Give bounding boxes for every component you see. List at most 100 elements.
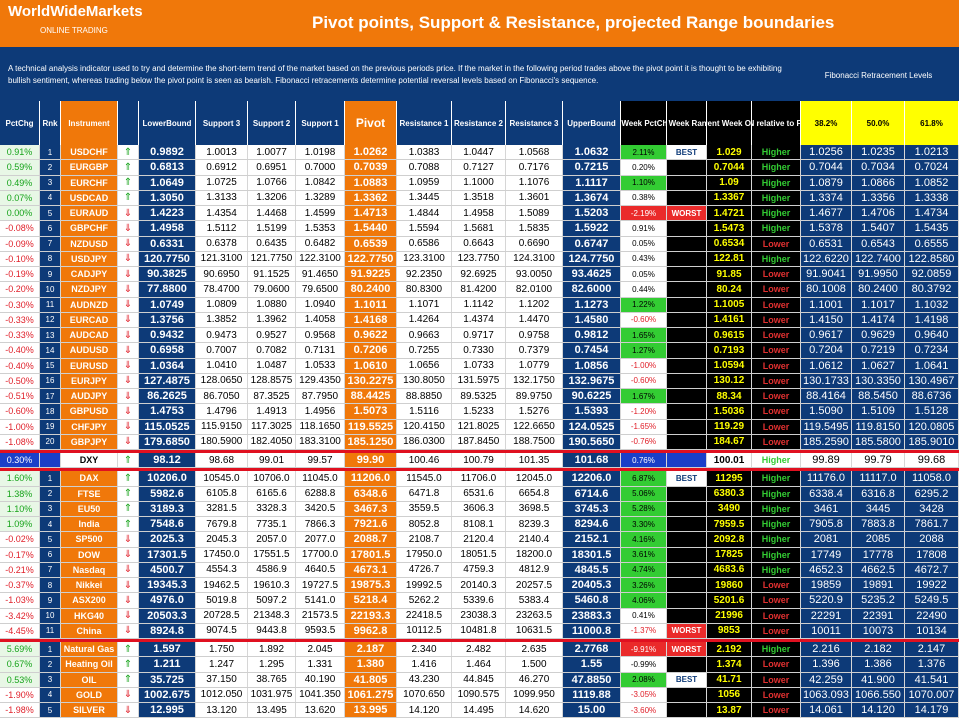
- cell-r1: 0.7088: [397, 160, 452, 175]
- cell-open: 1056: [707, 687, 752, 702]
- table-row: -1.00% 19 CHFJPY ⇓ 115.0525 115.9150 117.3025 1…: [0, 419, 959, 435]
- cell-inst: GBPUSD: [61, 404, 118, 419]
- cell-rank: 5: [40, 206, 61, 221]
- cell-inst: GOLD: [61, 687, 118, 702]
- cell-f1: 1.1001: [801, 297, 852, 312]
- cell-f3: 122.8580: [905, 251, 959, 266]
- cell-f2: 6316.8: [852, 486, 905, 501]
- cell-r3: 1.0779: [506, 358, 563, 373]
- cell-open: 19860: [707, 578, 752, 593]
- cell-s1: 91.4650: [296, 267, 345, 282]
- cell-s1: 11045.0: [296, 471, 345, 486]
- cell-f3: 185.9010: [905, 434, 959, 449]
- cell-pct: -0.37%: [0, 578, 40, 593]
- table-row: -1.03% 9 ASX200 ⇓ 4976.0 5019.8 5097.2 5141.0 52…: [0, 593, 959, 609]
- cell-rel: Lower: [752, 593, 801, 608]
- cell-wk2rank: [667, 236, 707, 251]
- cell-f3: 1.3338: [905, 190, 959, 205]
- col-header-label: Current Week OPEN: [707, 118, 751, 128]
- cell-f1: 2081: [801, 532, 852, 547]
- cell-inst: SILVER: [61, 703, 118, 718]
- cell-wk2rank: [667, 547, 707, 562]
- cell-wk2rank: WORST: [667, 623, 707, 638]
- cell-pct: -1.90%: [0, 687, 40, 702]
- cell-wk2: -1.65%: [621, 419, 667, 434]
- cell-s2: 182.4050: [248, 434, 296, 449]
- cell-pivot: 1.0262: [345, 145, 397, 160]
- cell-r3: 0.6690: [506, 236, 563, 251]
- table-row: 5.69% 1 Natural Gas ⇑ 1.597 1.750 1.892 2.045 2.…: [0, 642, 959, 658]
- cell-pivot: 1.1011: [345, 297, 397, 312]
- cell-upper: 1.5922: [563, 221, 621, 236]
- cell-wk2: -0.99%: [621, 657, 667, 672]
- cell-wk2rank: [667, 267, 707, 282]
- cell-r1: 6471.8: [397, 486, 452, 501]
- cell-pivot: 1.3362: [345, 190, 397, 205]
- cell-wk2: 1.27%: [621, 343, 667, 358]
- arrow-down-icon: ⇓: [118, 419, 139, 434]
- col-header-label: LowerBound: [142, 118, 192, 128]
- cell-open: 1.5473: [707, 221, 752, 236]
- cell-wk2: 1.67%: [621, 389, 667, 404]
- cell-wk2: -2.19%: [621, 206, 667, 221]
- brand-logo: WorldWideMarkets: [8, 3, 143, 20]
- cell-s3: 37.150: [196, 672, 248, 687]
- cell-r1: 5262.2: [397, 593, 452, 608]
- cell-r3: 1.1202: [506, 297, 563, 312]
- cell-rel: Higher: [752, 190, 801, 205]
- table-row: -1.98% 5 SILVER ⇓ 12.995 13.120 13.495 13.620 13…: [0, 703, 959, 718]
- col-header-label: OPEN relative to PIVOT: [752, 118, 800, 128]
- cell-f3: 7861.7: [905, 517, 959, 532]
- cell-s1: 13.620: [296, 703, 345, 718]
- cell-r3: 1.5089: [506, 206, 563, 221]
- cell-f1: 122.6220: [801, 251, 852, 266]
- cell-f3: 41.541: [905, 672, 959, 687]
- cell-f3: 2088: [905, 532, 959, 547]
- cell-wk2rank: [667, 160, 707, 175]
- cell-s1: 40.190: [296, 672, 345, 687]
- cell-rank: 6: [40, 547, 61, 562]
- cell-r1: 4726.7: [397, 562, 452, 577]
- cell-inst: EURCHF: [61, 175, 118, 190]
- cell-s3: 17450.0: [196, 547, 248, 562]
- cell-r2: 20140.3: [452, 578, 506, 593]
- cell-f2: 1066.550: [852, 687, 905, 702]
- col-header-label: 61.8%: [920, 118, 943, 128]
- col-header-upper: UpperBound: [563, 101, 621, 145]
- col-header-label: Support 2: [252, 118, 291, 128]
- cell-f2: 10073: [852, 623, 905, 638]
- cell-open: 1.3367: [707, 190, 752, 205]
- cell-pct: -0.19%: [0, 267, 40, 282]
- cell-pivot: 5218.4: [345, 593, 397, 608]
- cell-upper: 2.7768: [563, 642, 621, 657]
- cell-s1: 118.1650: [296, 419, 345, 434]
- cell-rank: 6: [40, 221, 61, 236]
- cell-s2: 1.5199: [248, 221, 296, 236]
- cell-s2: 1.295: [248, 657, 296, 672]
- cell-lower: 12.995: [139, 703, 196, 718]
- cell-r3: 1.1076: [506, 175, 563, 190]
- cell-pct: -0.09%: [0, 236, 40, 251]
- cell-s1: 7866.3: [296, 517, 345, 532]
- cell-pivot: 1061.275: [345, 687, 397, 702]
- cell-inst: EURGBP: [61, 160, 118, 175]
- cell-rel: Lower: [752, 312, 801, 327]
- arrow-up-icon: ⇑: [118, 672, 139, 687]
- arrow-up-icon: ⇑: [118, 160, 139, 175]
- cell-s1: 17700.0: [296, 547, 345, 562]
- cell-s1: 0.9568: [296, 328, 345, 343]
- cell-pivot: 0.7039: [345, 160, 397, 175]
- cell-f3: 3428: [905, 501, 959, 516]
- cell-s1: 2077.0: [296, 532, 345, 547]
- cell-f1: 1063.093: [801, 687, 852, 702]
- cell-upper: 1.5203: [563, 206, 621, 221]
- cell-rel: Higher: [752, 453, 801, 468]
- cell-pivot: 119.5525: [345, 419, 397, 434]
- table-row: 0.67% 2 Heating Oil ⇑ 1.211 1.247 1.295 1.331 1.…: [0, 657, 959, 673]
- cell-s2: 128.8575: [248, 373, 296, 388]
- cell-s3: 180.5900: [196, 434, 248, 449]
- cell-upper: 101.68: [563, 453, 621, 468]
- cell-wk2rank: [667, 657, 707, 672]
- cell-inst: USDCHF: [61, 145, 118, 160]
- arrow-up-icon: ⇑: [118, 486, 139, 501]
